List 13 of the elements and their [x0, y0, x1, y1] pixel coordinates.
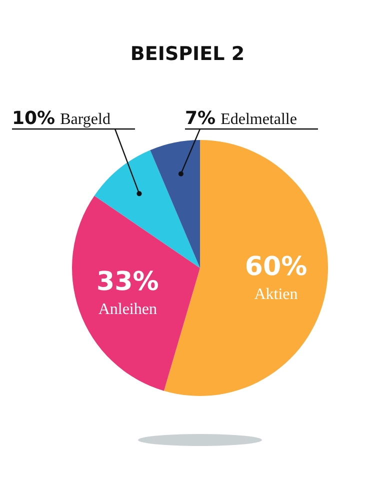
slice-label: Aktien: [254, 286, 298, 303]
pie-slice: [164, 140, 328, 396]
data-label: 10%: [12, 108, 56, 129]
pie-slice: [94, 150, 200, 268]
pie-slice: [72, 196, 200, 391]
data-label: 7%: [185, 108, 216, 129]
slice-label: Edelmetalle: [220, 111, 297, 128]
chart-title: BEISPIEL 2: [130, 43, 245, 65]
slice-label: Anleihen: [98, 300, 157, 318]
slice-label: Bargeld: [60, 111, 110, 128]
data-label: 60%: [244, 252, 308, 282]
pie-slice: [150, 140, 200, 268]
data-label: 33%: [96, 266, 159, 297]
